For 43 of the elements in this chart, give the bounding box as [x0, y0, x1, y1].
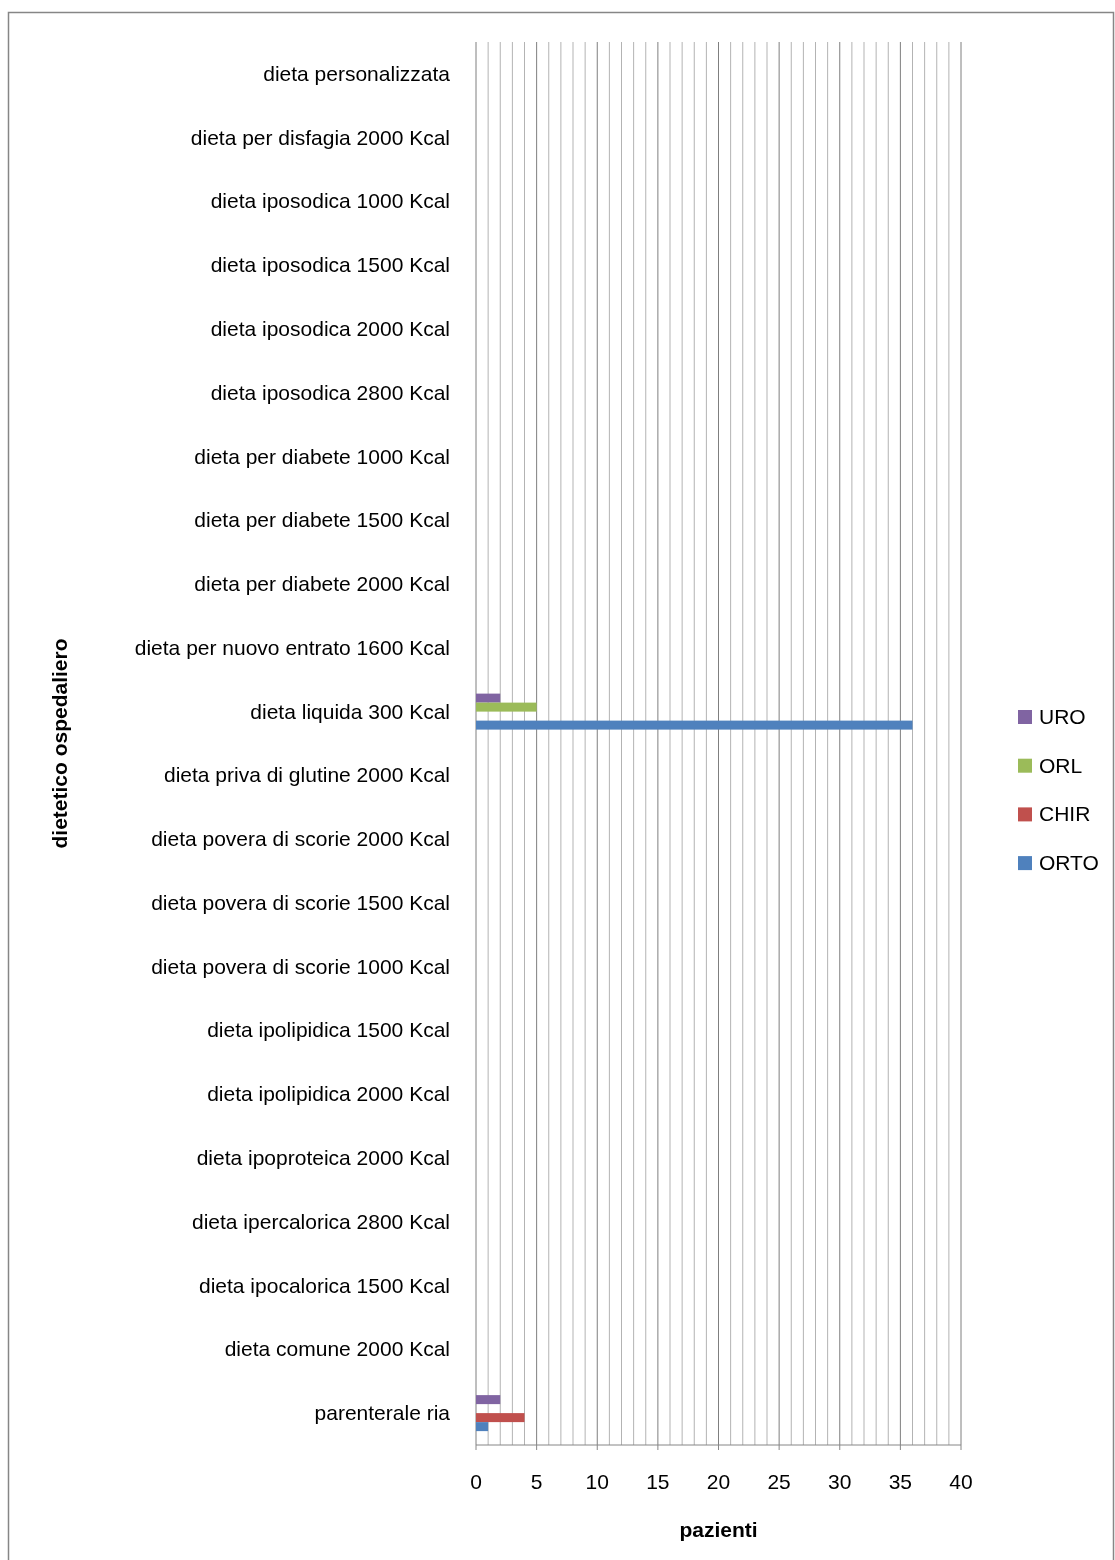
x-tick-label: 40 [949, 1470, 973, 1493]
y-tick-label: dieta priva di glutine 2000 Kcal [163, 763, 450, 787]
bar [476, 720, 913, 730]
y-tick-label: dieta povera di scorie 1000 Kcal [151, 954, 450, 978]
x-tick-label: 35 [888, 1470, 913, 1493]
x-tick-label: 15 [646, 1470, 670, 1493]
y-tick-label: parenterale ria [314, 1401, 451, 1425]
legend-label: URO [1039, 705, 1086, 728]
x-tick-label: 30 [828, 1470, 852, 1493]
y-tick-label: dieta iposodica 2800 Kcal [210, 380, 450, 404]
y-tick-label: dieta per diabete 2000 Kcal [194, 572, 450, 596]
y-tick-label: dieta povera di scorie 2000 Kcal [151, 827, 450, 851]
bar [476, 1422, 489, 1432]
y-tick-label: dieta per diabete 1000 Kcal [194, 444, 450, 468]
y-tick-label: dieta liquida 300 Kcal [250, 699, 450, 723]
y-axis-title: dietetico ospedaliero [48, 638, 71, 849]
y-tick-label: dieta per diabete 1500 Kcal [194, 508, 450, 532]
legend-label: ORL [1039, 753, 1083, 777]
x-tick-label: 20 [706, 1470, 731, 1493]
y-tick-label: dieta personalizzata [263, 61, 451, 85]
y-tick-label: dieta comune 2000 Kcal [224, 1337, 450, 1361]
y-tick-label: dieta ipercalorica 2800 Kcal [192, 1209, 450, 1233]
y-tick-label: dieta povera di scorie 1500 Kcal [151, 890, 450, 914]
y-tick-label: dieta iposodica 1000 Kcal [210, 189, 450, 213]
y-tick-label: dieta iposodica 2000 Kcal [210, 316, 450, 340]
y-tick-label: dieta ipocalorica 1500 Kcal [199, 1273, 450, 1297]
x-tick-label: 0 [470, 1470, 482, 1493]
y-tick-label: dieta per nuovo entrato 1600 Kcal [134, 635, 450, 659]
bar [476, 702, 537, 712]
y-tick-label: dieta iposodica 1500 Kcal [210, 253, 450, 277]
bar [476, 1395, 501, 1405]
y-tick-label: dieta ipoproteica 2000 Kcal [196, 1146, 450, 1170]
bar [476, 693, 501, 703]
x-tick-label: 25 [767, 1470, 791, 1493]
x-tick-label: 5 [530, 1470, 543, 1493]
y-tick-label: dieta ipolipidica 1500 Kcal [207, 1018, 450, 1042]
legend-label: CHIR [1039, 802, 1091, 826]
y-tick-label: dieta ipolipidica 2000 Kcal [207, 1082, 450, 1106]
x-axis-title: pazienti [679, 1518, 758, 1541]
y-tick-label: dieta per disfagia 2000 Kcal [190, 125, 450, 149]
legend-label: ORTO [1039, 851, 1099, 875]
x-tick-label: 10 [585, 1470, 609, 1493]
bar [476, 1413, 525, 1423]
